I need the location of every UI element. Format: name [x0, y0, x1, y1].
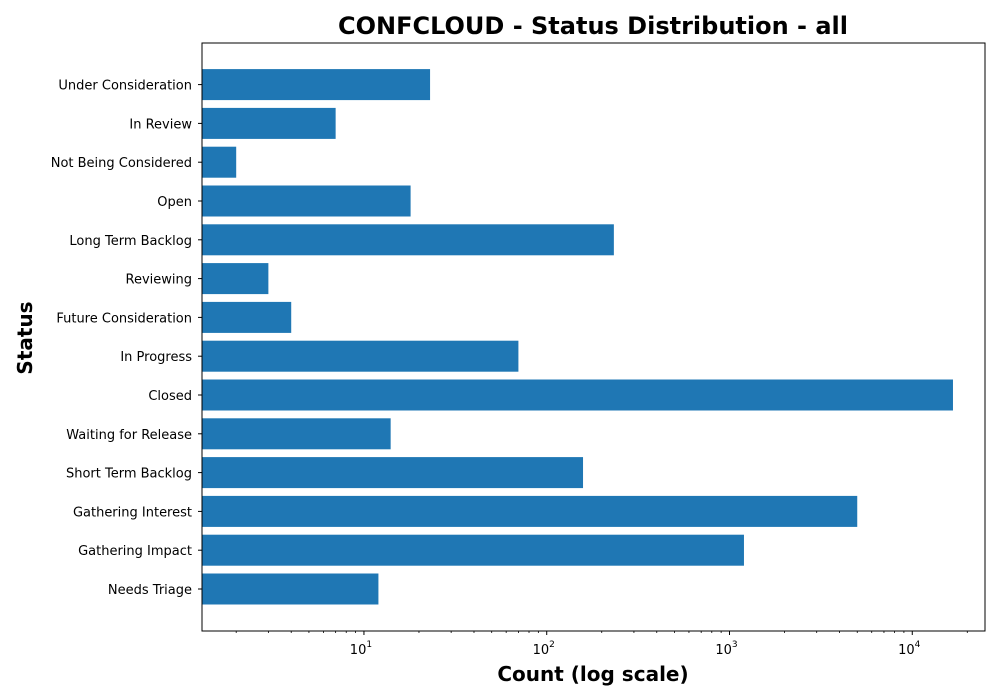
x-tick-label: 102 [533, 640, 555, 658]
bar-gathering-interest [202, 495, 858, 527]
y-tick-label: Needs Triage [108, 583, 192, 598]
bar-gathering-impact [202, 534, 744, 566]
y-tick-label: In Review [129, 117, 192, 132]
y-tick-label: Gathering Interest [73, 505, 192, 520]
bar-under-consideration [202, 69, 431, 101]
bar-not-being-considered [202, 146, 237, 178]
y-tick-label: Short Term Backlog [66, 467, 192, 482]
chart-title: CONFCLOUD - Status Distribution - all [338, 12, 848, 40]
x-tick-label: 101 [350, 640, 372, 658]
plot-area: Needs Triage Gathering Impact Gathering In… [51, 42, 986, 658]
y-tick-label: Reviewing [126, 273, 193, 288]
y-tick-label: Under Consideration [58, 79, 192, 94]
y-tick-label: Long Term Backlog [69, 234, 192, 249]
x-tick-label-base: 10 [533, 643, 550, 658]
x-tick-label-exponent: 3 [732, 640, 738, 650]
bar-in-review [202, 107, 336, 139]
x-tick-label-base: 10 [715, 643, 732, 658]
y-tick-label: Waiting for Release [66, 428, 192, 443]
x-tick-label: 104 [898, 640, 921, 658]
bar-short-term-backlog [202, 457, 584, 489]
x-axis-label: Count (log scale) [497, 662, 688, 686]
bar-open [202, 185, 411, 217]
x-tick-label-base: 10 [898, 643, 915, 658]
y-tick-label: Gathering Impact [78, 544, 192, 559]
x-tick-label-exponent: 2 [549, 640, 555, 650]
x-tick-label-exponent: 1 [366, 640, 372, 650]
bar-reviewing [202, 263, 269, 295]
bar-in-progress [202, 340, 519, 372]
bar-closed [202, 379, 953, 411]
x-tick-label-exponent: 4 [915, 640, 921, 650]
x-tick-label: 103 [715, 640, 737, 658]
plot-frame [201, 42, 986, 632]
y-tick-label: Future Consideration [56, 311, 192, 326]
y-axis-label: Status [13, 301, 37, 374]
x-tick-label-base: 10 [350, 643, 367, 658]
bar-long-term-backlog [202, 224, 614, 256]
y-tick-label: In Progress [120, 350, 192, 365]
bar-waiting-for-release [202, 418, 391, 450]
y-tick-label: Closed [148, 389, 192, 404]
y-tick-label: Not Being Considered [51, 156, 192, 171]
bar-future-consideration [202, 301, 292, 333]
y-tick-label: Open [157, 195, 192, 210]
bar-needs-triage [202, 573, 379, 605]
